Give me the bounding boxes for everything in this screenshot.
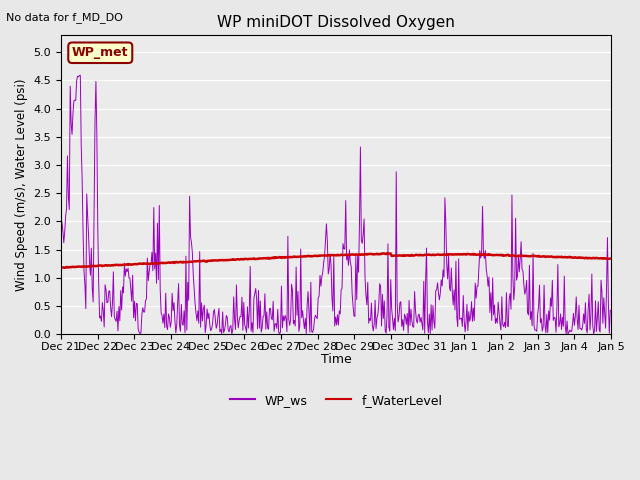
- Legend: WP_ws, f_WaterLevel: WP_ws, f_WaterLevel: [225, 389, 447, 411]
- WP_ws: [228, 331, 236, 337]
- Line: WP_ws: WP_ws: [61, 75, 611, 334]
- f_WaterLevel: [57, 264, 65, 270]
- WP_ws: [426, 331, 434, 336]
- WP_ws: [607, 308, 615, 313]
- Line: f_WaterLevel: f_WaterLevel: [61, 253, 611, 268]
- f_WaterLevel: [607, 255, 615, 261]
- WP_ws: [383, 312, 391, 317]
- f_WaterLevel: [61, 265, 68, 271]
- WP_ws: [473, 283, 481, 289]
- f_WaterLevel: [200, 258, 207, 264]
- WP_ws: [308, 329, 316, 335]
- Text: WP_met: WP_met: [72, 46, 129, 59]
- WP_ws: [156, 203, 163, 208]
- Y-axis label: Wind Speed (m/s), Water Level (psi): Wind Speed (m/s), Water Level (psi): [15, 79, 28, 291]
- f_WaterLevel: [473, 252, 481, 258]
- WP_ws: [76, 72, 84, 78]
- f_WaterLevel: [307, 253, 315, 259]
- WP_ws: [200, 306, 207, 312]
- f_WaterLevel: [383, 250, 391, 256]
- f_WaterLevel: [156, 260, 163, 266]
- Text: No data for f_MD_DO: No data for f_MD_DO: [6, 12, 124, 23]
- X-axis label: Time: Time: [321, 353, 351, 366]
- Title: WP miniDOT Dissolved Oxygen: WP miniDOT Dissolved Oxygen: [217, 15, 455, 30]
- f_WaterLevel: [382, 251, 390, 257]
- WP_ws: [57, 216, 65, 221]
- f_WaterLevel: [426, 252, 434, 258]
